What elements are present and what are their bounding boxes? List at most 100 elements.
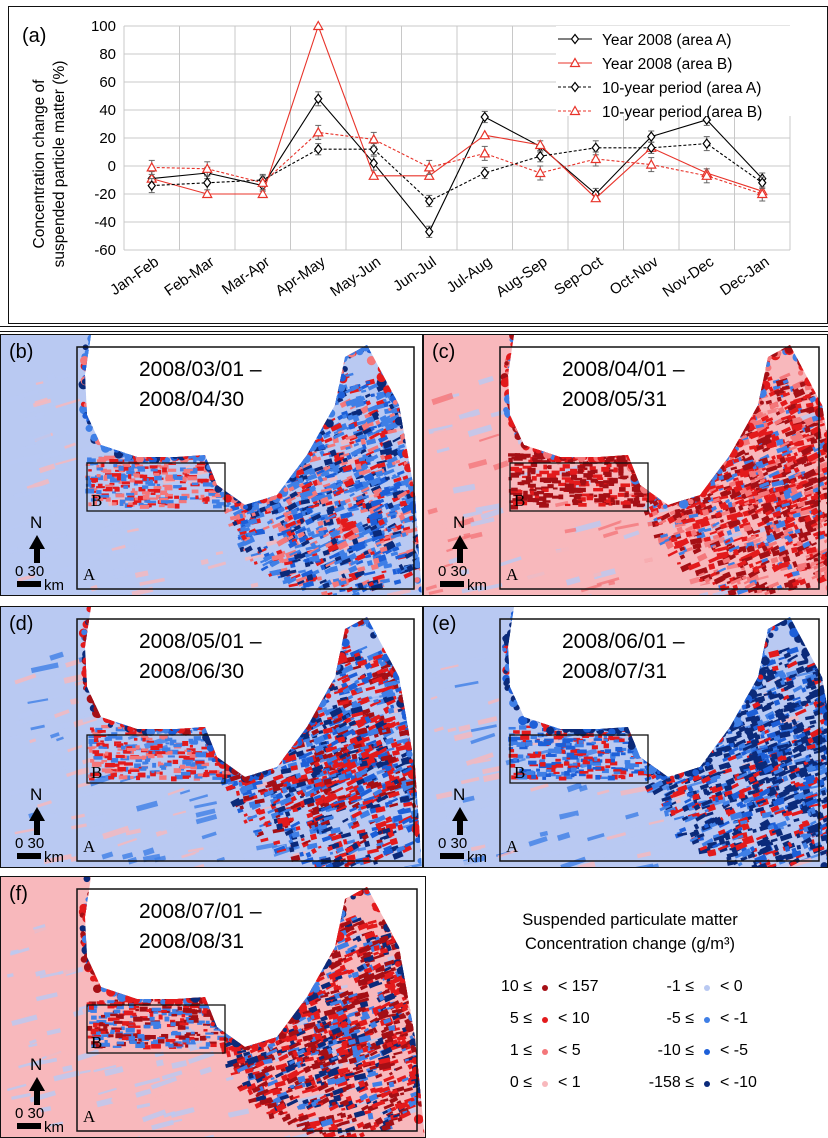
map-panel-e: (e) 2008/06/01 – 2008/07/31 N 0 30 km A B (423, 606, 828, 868)
panel-label: (f) (9, 883, 28, 905)
date-start: 2008/05/01 – (139, 630, 262, 653)
north-label: N (453, 785, 466, 804)
divider (0, 326, 828, 332)
legend-range-high: < -5 (720, 1042, 749, 1059)
y-tick-label: 100 (91, 18, 116, 35)
legend-title-line1: Suspended particulate matter (522, 911, 738, 929)
x-tick-label: Nov-Dec (659, 253, 717, 301)
panel-label: (c) (432, 341, 456, 363)
legend-title-line2: Concentration change (g/m³) (524, 935, 736, 953)
panel-label: (b) (9, 341, 34, 363)
area-b-label: B (91, 491, 103, 510)
data-point (313, 93, 323, 105)
data-point (312, 126, 324, 137)
legend-entry: Year 2008 (area B) (602, 56, 732, 73)
legend-entry: 10-year period (area B) (602, 104, 762, 121)
north-arrow-icon (29, 535, 45, 563)
legend-range-high: < -10 (720, 1074, 757, 1091)
area-a-label: A (506, 565, 519, 584)
data-point (201, 188, 213, 199)
north-label: N (30, 1055, 43, 1074)
legend-marker (569, 57, 581, 68)
area-a-box (499, 618, 820, 862)
map-panel-d: (d) 2008/05/01 – 2008/06/30 N 0 30 km A B (0, 606, 423, 868)
data-point (646, 131, 656, 143)
legend-range-low: 5 ≤ (509, 1010, 532, 1027)
legend-swatch (704, 1017, 710, 1023)
line-chart: (a) Concentration change of suspended pa… (22, 18, 796, 301)
data-point (146, 161, 158, 172)
map-panel-f: (f) 2008/07/01 – 2008/08/31 N 0 30 km A B (0, 876, 426, 1138)
area-b-label: B (514, 491, 526, 510)
data-point (313, 143, 323, 155)
y-tick-label: 0 (108, 158, 116, 175)
sediment-map (424, 335, 827, 595)
data-point (756, 188, 768, 199)
legend-marker (570, 81, 580, 93)
data-point (702, 114, 712, 126)
series-0 (147, 91, 767, 238)
legend-range-high: < 10 (558, 1010, 590, 1027)
area-b-box (509, 734, 649, 784)
date-start: 2008/04/01 – (562, 358, 685, 381)
north-label: N (30, 513, 43, 532)
data-point (423, 161, 435, 172)
data-point (534, 167, 546, 178)
sediment-map (424, 607, 827, 867)
scale-unit: km (467, 577, 487, 594)
data-point (480, 111, 490, 123)
date-end: 2008/06/30 (139, 660, 245, 683)
data-point (479, 147, 491, 158)
data-point (368, 133, 380, 144)
data-point (257, 177, 269, 187)
legend-marker (570, 33, 580, 45)
data-point (368, 170, 380, 180)
area-b-box (86, 462, 226, 512)
map-panel-c: (c) 2008/04/01 – 2008/05/31 N 0 30 km A B (423, 334, 828, 596)
date-end: 2008/04/30 (139, 388, 245, 411)
legend-swatch (542, 985, 548, 991)
x-tick-label: Jun-Jul (390, 253, 439, 295)
area-b-label: B (514, 763, 526, 782)
scale-unit: km (467, 849, 487, 866)
y-tick-label: -20 (94, 186, 116, 203)
x-tick-label: Jan-Feb (107, 253, 162, 298)
legend-range-high: < 1 (558, 1074, 581, 1091)
x-tick-label: Dec-Jan (717, 253, 773, 299)
x-tick-label: May-Jun (327, 253, 384, 300)
date-start: 2008/07/01 – (139, 900, 262, 923)
legend-swatch (704, 1049, 710, 1055)
legend-swatch (704, 1081, 710, 1087)
legend-swatch (542, 1017, 548, 1023)
panel-label: (d) (9, 613, 34, 635)
legend-range-low: 10 ≤ (500, 978, 532, 995)
scale-unit: km (44, 577, 64, 594)
legend-swatch (704, 985, 710, 991)
legend-range-low: -1 ≤ (666, 978, 694, 995)
data-point (590, 153, 602, 164)
scale-value: 0 30 (15, 1105, 45, 1122)
area-a-box (499, 346, 820, 590)
scale-bar (440, 853, 464, 859)
scale-bar (17, 581, 41, 587)
y-tick-label: 60 (99, 74, 116, 91)
data-point (534, 139, 546, 150)
data-point (701, 170, 713, 180)
y-tick-label: -40 (94, 214, 116, 231)
data-point (423, 170, 435, 180)
legend-bg (556, 26, 796, 116)
data-point (424, 195, 434, 207)
data-point (702, 138, 712, 150)
x-tick-label: Sep-Oct (551, 253, 607, 299)
x-tick-label: Apr-May (272, 253, 329, 300)
data-point (202, 177, 212, 189)
sediment-map (1, 607, 422, 867)
area-a-label: A (506, 837, 519, 856)
y-tick-label: 20 (99, 130, 116, 147)
data-point (535, 150, 545, 162)
y-tick-label: 80 (99, 46, 116, 63)
date-end: 2008/08/31 (139, 930, 245, 953)
legend-range-high: < 0 (720, 978, 743, 995)
data-point (424, 226, 434, 238)
scale-bar (440, 581, 464, 587)
